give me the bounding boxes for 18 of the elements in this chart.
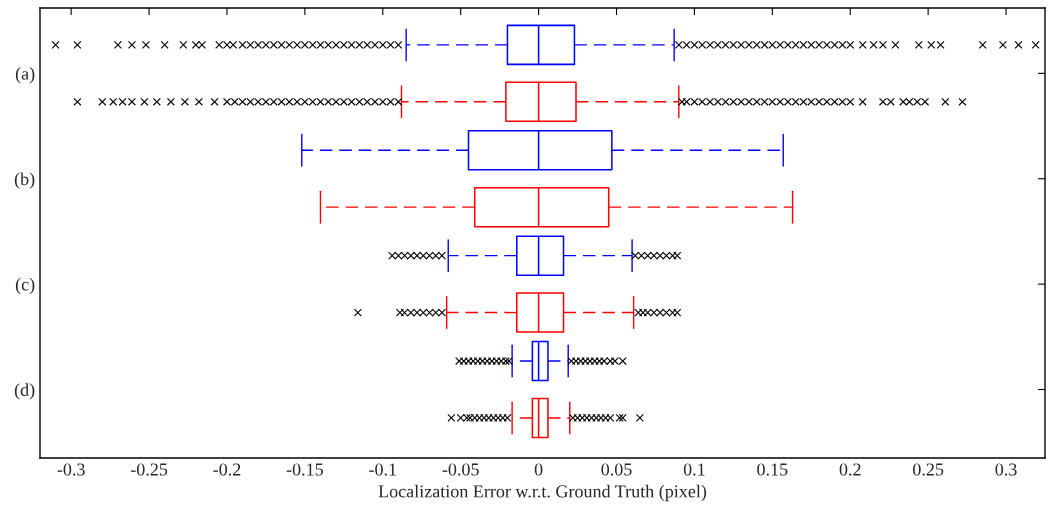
x-tick-label: 0.2: [839, 463, 861, 476]
x-tick-label: 0.15: [757, 463, 788, 476]
y-tick-label: (d): [14, 383, 35, 400]
y-tick-label: (a): [15, 67, 35, 84]
y-tick-label: (c): [15, 277, 35, 295]
x-tick-label: 0.25: [913, 463, 944, 476]
y-tick-label: (b): [14, 172, 35, 189]
x-tick-label: -0.05: [442, 463, 479, 476]
x-tick-label: 0.3: [995, 463, 1017, 476]
x-tick-label: 0.1: [683, 463, 705, 476]
x-tick-label: 0: [534, 463, 543, 476]
x-tick-label: -0.2: [213, 463, 241, 476]
x-tick-label: -0.25: [130, 463, 168, 476]
x-tick-label: -0.1: [369, 463, 396, 476]
x-axis-title: Localization Error w.r.t. Ground Truth (pixel): [378, 484, 707, 502]
x-tick-label: -0.15: [286, 463, 323, 476]
x-tick-label: -0.3: [57, 463, 85, 476]
x-tick-label: 0.05: [601, 463, 632, 476]
